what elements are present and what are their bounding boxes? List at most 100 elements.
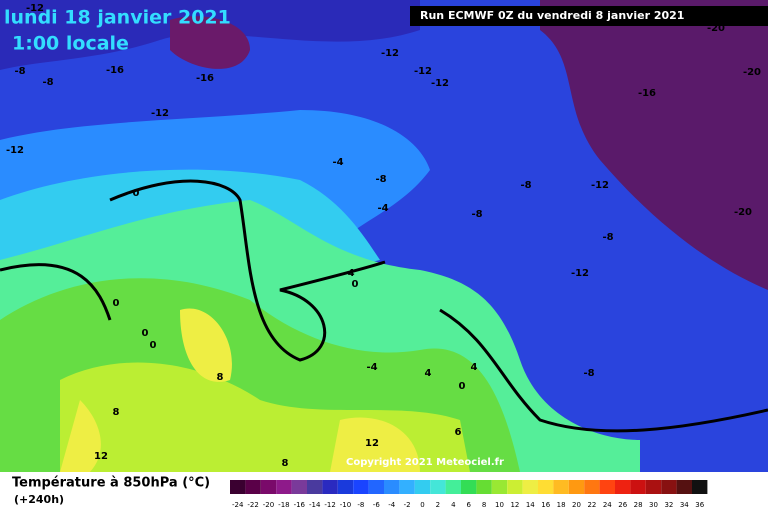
legend-label: 18 bbox=[557, 501, 566, 509]
legend-swatch bbox=[353, 480, 369, 494]
legend-swatch bbox=[322, 480, 338, 494]
contour-label: -8 bbox=[375, 174, 386, 185]
contour-label: -16 bbox=[106, 65, 124, 76]
legend-label: -18 bbox=[278, 501, 289, 509]
legend-swatch bbox=[692, 480, 708, 494]
legend-swatch bbox=[368, 480, 384, 494]
legend-swatch bbox=[445, 480, 461, 494]
contour-label: 0 bbox=[133, 188, 140, 199]
contour-label: -8 bbox=[602, 232, 613, 243]
legend-label: -24 bbox=[232, 501, 244, 509]
contour-label: 8 bbox=[217, 372, 224, 383]
contour-label: -20 bbox=[734, 207, 752, 218]
contour-label: -8 bbox=[520, 180, 531, 191]
legend-label: -20 bbox=[263, 501, 274, 509]
zero-isotherm bbox=[0, 179, 386, 362]
contour-label: 8 bbox=[113, 407, 120, 418]
legend-label: -10 bbox=[340, 501, 351, 509]
contour-label: -12 bbox=[26, 3, 44, 14]
contour-label: -8 bbox=[471, 209, 482, 220]
legend-swatch bbox=[291, 480, 307, 494]
contour-label: 4 bbox=[471, 362, 478, 373]
time-title: 1:00 locale bbox=[12, 33, 129, 55]
legend-label: -4 bbox=[388, 501, 396, 509]
legend-label: -12 bbox=[324, 501, 335, 509]
legend-label: 26 bbox=[618, 501, 627, 509]
run-banner bbox=[410, 6, 768, 26]
legend-swatch bbox=[461, 480, 477, 494]
contour-label: -12 bbox=[431, 78, 449, 89]
legend-swatch bbox=[538, 480, 554, 494]
copyright: Copyright 2021 Meteociel.fr bbox=[346, 457, 504, 468]
legend-swatch bbox=[260, 480, 277, 494]
contour-label: 0 bbox=[459, 381, 466, 392]
legend-label: 16 bbox=[541, 501, 550, 509]
legend-label: -8 bbox=[357, 501, 364, 509]
legend-swatch bbox=[599, 480, 615, 494]
contour-label: -8 bbox=[42, 77, 53, 88]
legend-label: 12 bbox=[510, 501, 519, 509]
legend-label: -6 bbox=[373, 501, 381, 509]
legend-swatch bbox=[630, 480, 646, 494]
contour-label: 6 bbox=[455, 427, 462, 438]
legend-label: 2 bbox=[436, 501, 440, 509]
legend-label: 4 bbox=[451, 501, 456, 509]
cold-core bbox=[540, 0, 768, 290]
legend-label: 36 bbox=[695, 501, 704, 509]
legend-swatch bbox=[522, 480, 538, 494]
lead-time: (+240h) bbox=[14, 493, 64, 506]
legend-swatch bbox=[568, 480, 585, 494]
legend-swatch bbox=[661, 480, 677, 494]
contour-label: -12 bbox=[6, 145, 24, 156]
legend-label: 14 bbox=[526, 501, 535, 509]
contour-label: -12 bbox=[571, 268, 589, 279]
hot-region bbox=[60, 308, 420, 472]
contour-label: -12 bbox=[414, 66, 432, 77]
legend-swatch bbox=[615, 480, 631, 494]
date-title: lundi 18 janvier 2021 bbox=[4, 7, 231, 29]
contour-label: -12 bbox=[591, 180, 609, 191]
contour-label: 4 bbox=[425, 368, 432, 379]
contour-label: -20 bbox=[743, 67, 761, 78]
legend-swatch bbox=[676, 480, 692, 494]
legend-swatch bbox=[414, 480, 431, 494]
legend-swatch bbox=[230, 480, 246, 494]
contour-label: 0 bbox=[150, 340, 157, 351]
legend-label: 30 bbox=[649, 501, 658, 509]
legend-label: -14 bbox=[309, 501, 321, 509]
legend-swatch bbox=[337, 480, 354, 494]
contour-label: -4 bbox=[366, 362, 377, 373]
legend-label: 24 bbox=[603, 501, 612, 509]
legend-label: 8 bbox=[482, 501, 486, 509]
legend-label: -16 bbox=[294, 501, 306, 509]
cold-region bbox=[0, 0, 420, 70]
legend-swatch bbox=[476, 480, 492, 494]
contour-label: -20 bbox=[707, 23, 725, 34]
legend-label: 6 bbox=[466, 501, 471, 509]
legend-swatch bbox=[307, 480, 323, 494]
contour-label: -4 bbox=[332, 157, 343, 168]
contour-label: 12 bbox=[365, 438, 379, 449]
legend-label: 22 bbox=[587, 501, 596, 509]
legend-swatch bbox=[645, 480, 662, 494]
contour-label: -12 bbox=[151, 108, 169, 119]
contour-label: 8 bbox=[282, 458, 289, 469]
legend-label: 34 bbox=[680, 501, 689, 509]
legend-label: 28 bbox=[634, 501, 643, 509]
legend-label: -2 bbox=[404, 501, 411, 509]
legend-swatch bbox=[245, 480, 261, 494]
cold-core bbox=[170, 16, 250, 69]
legend-swatch bbox=[276, 480, 292, 494]
legend-label: 32 bbox=[664, 501, 673, 509]
contour-label: -4 bbox=[343, 268, 354, 279]
contour-label: 12 bbox=[94, 451, 108, 462]
contour-label: -16 bbox=[196, 73, 214, 84]
zero-isotherm bbox=[439, 308, 768, 433]
contour-label: -8 bbox=[583, 368, 594, 379]
legend-title: Température à 850hPa (°C) bbox=[12, 476, 210, 491]
legend-label: 20 bbox=[572, 501, 581, 509]
legend-swatch bbox=[399, 480, 415, 494]
contour-label: 0 bbox=[113, 298, 120, 309]
contour-label: 0 bbox=[352, 279, 359, 290]
